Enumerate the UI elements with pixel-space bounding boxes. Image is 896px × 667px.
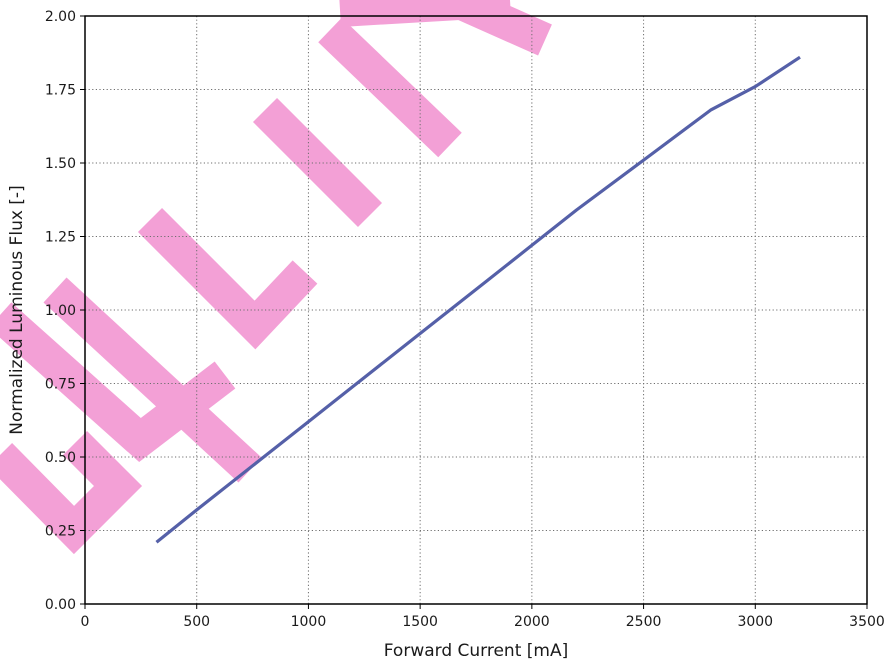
watermark: [0, 0, 552, 555]
watermark-letter-e: [137, 207, 318, 350]
watermark-letter-p: [0, 430, 143, 555]
y-tick-label: 1.50: [45, 156, 76, 172]
y-tick-label: 0.25: [45, 524, 76, 540]
x-tick-label: 0: [81, 614, 90, 630]
y-tick-label: 0.00: [45, 597, 76, 613]
x-tick-label: 1000: [291, 614, 327, 630]
y-tick-label: 1.25: [45, 230, 76, 246]
watermark-letter-i-m: [318, 0, 552, 158]
y-tick-label: 1.00: [45, 303, 76, 319]
watermark-letter-r-leg: [43, 277, 262, 483]
x-tick-label: 3000: [737, 614, 773, 630]
series-group: [155, 55, 801, 544]
y-tick-label: 2.00: [45, 9, 76, 25]
x-axis-title: Forward Current [mA]: [384, 641, 568, 661]
x-tick-label: 2500: [626, 614, 662, 630]
x-tick-label: 1500: [402, 614, 438, 630]
x-tick-label: 500: [183, 614, 210, 630]
axis-ticks: 0 500 1000 1500 2000 2500 3000 3500 0.00 0.25 0.50…: [45, 9, 885, 630]
watermark-letter-r: [0, 302, 236, 463]
grid: [85, 16, 867, 604]
plot-frame: [84, 15, 868, 605]
series-line: [155, 55, 801, 544]
x-tick-label: 3500: [849, 614, 885, 630]
y-tick-label: 1.75: [45, 83, 76, 99]
y-tick-label: 0.75: [45, 377, 76, 393]
watermark-letter-l: [252, 97, 383, 228]
y-axis-title: Normalized Luminous Flux [-]: [7, 185, 27, 434]
y-tick-label: 0.50: [45, 450, 76, 466]
x-tick-label: 2000: [514, 614, 550, 630]
